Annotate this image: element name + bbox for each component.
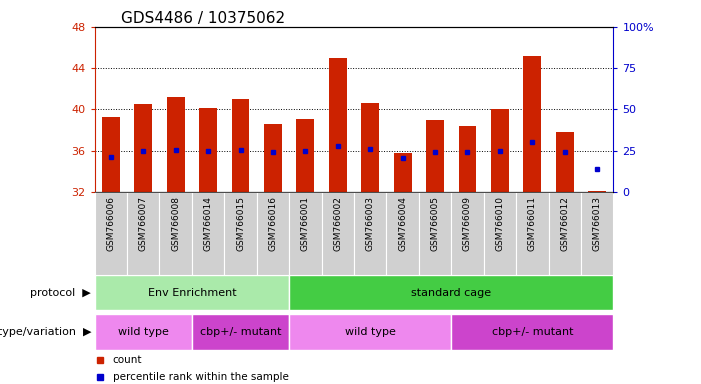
Bar — [524, 56, 541, 192]
Text: GSM766003: GSM766003 — [366, 196, 375, 251]
Bar — [192, 192, 224, 275]
Bar — [484, 192, 516, 275]
Bar — [361, 103, 379, 192]
Bar — [167, 97, 184, 192]
Bar — [458, 126, 477, 192]
Bar — [192, 314, 290, 350]
Bar — [322, 192, 354, 275]
Text: GSM766004: GSM766004 — [398, 196, 407, 251]
Text: GSM766002: GSM766002 — [333, 196, 342, 251]
Text: protocol  ▶: protocol ▶ — [30, 288, 91, 298]
Bar — [418, 192, 451, 275]
Bar — [127, 192, 160, 275]
Bar — [95, 275, 290, 310]
Text: GSM766013: GSM766013 — [592, 196, 601, 251]
Bar — [95, 192, 127, 275]
Text: wild type: wild type — [345, 327, 395, 337]
Bar — [451, 314, 613, 350]
Text: GSM766006: GSM766006 — [107, 196, 116, 251]
Text: cbp+/- mutant: cbp+/- mutant — [491, 327, 573, 337]
Bar — [394, 153, 411, 192]
Text: GDS4486 / 10375062: GDS4486 / 10375062 — [121, 11, 285, 26]
Text: wild type: wild type — [118, 327, 169, 337]
Text: cbp+/- mutant: cbp+/- mutant — [200, 327, 281, 337]
Bar — [257, 192, 290, 275]
Bar — [426, 120, 444, 192]
Bar — [329, 58, 347, 192]
Text: GSM766012: GSM766012 — [560, 196, 569, 251]
Bar — [264, 124, 282, 192]
Text: GSM766011: GSM766011 — [528, 196, 537, 251]
Text: count: count — [113, 354, 142, 364]
Bar — [516, 192, 549, 275]
Bar — [231, 99, 250, 192]
Text: GSM766009: GSM766009 — [463, 196, 472, 251]
Bar — [556, 132, 573, 192]
Text: GSM766016: GSM766016 — [268, 196, 278, 251]
Text: GSM766008: GSM766008 — [171, 196, 180, 251]
Bar — [102, 117, 120, 192]
Bar — [354, 192, 386, 275]
Text: standard cage: standard cage — [411, 288, 491, 298]
Bar — [581, 192, 613, 275]
Bar — [160, 192, 192, 275]
Text: GSM766007: GSM766007 — [139, 196, 148, 251]
Text: genotype/variation  ▶: genotype/variation ▶ — [0, 327, 91, 337]
Bar — [588, 191, 606, 192]
Bar — [224, 192, 257, 275]
Text: GSM766010: GSM766010 — [496, 196, 505, 251]
Bar — [491, 109, 509, 192]
Bar — [290, 192, 322, 275]
Bar — [451, 192, 484, 275]
Text: GSM766014: GSM766014 — [203, 196, 212, 251]
Bar — [386, 192, 418, 275]
Text: percentile rank within the sample: percentile rank within the sample — [113, 372, 289, 382]
Text: GSM766015: GSM766015 — [236, 196, 245, 251]
Bar — [290, 314, 451, 350]
Bar — [297, 119, 314, 192]
Text: GSM766005: GSM766005 — [430, 196, 440, 251]
Text: Env Enrichment: Env Enrichment — [148, 288, 236, 298]
Bar — [95, 314, 192, 350]
Bar — [135, 104, 152, 192]
Bar — [199, 108, 217, 192]
Bar — [290, 275, 613, 310]
Text: GSM766001: GSM766001 — [301, 196, 310, 251]
Bar — [549, 192, 581, 275]
